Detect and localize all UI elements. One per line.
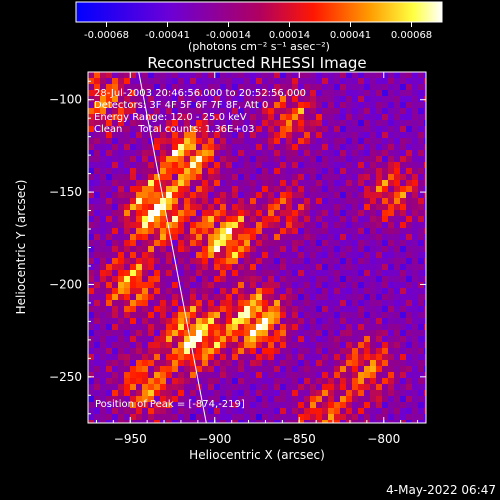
colorbar-ticks: -0.00068 -0.00041 -0.00014 0.00014 0.00041 0.…	[84, 22, 432, 41]
y-axis-label: Heliocentric Y (arcsec)	[14, 180, 28, 315]
annotation-time-range: 28-Jul-2003 20:46:56.000 to 20:52:56.000	[94, 88, 306, 99]
colorbar-unit-label: (photons cm⁻² s⁻¹ asec⁻²)	[188, 40, 330, 53]
colorbar-tick-label: 0.00068	[391, 30, 432, 41]
annotation-detectors: Detectors: 3F 4F 5F 6F 7F 8F, Att 0	[94, 100, 268, 111]
x-axis-label: Heliocentric X (arcsec)	[189, 448, 325, 462]
annotation-total-counts: Clean Total counts: 1.36E+03	[94, 124, 254, 135]
annotation-energy-range: Energy Range: 12.0 - 25.0 keV	[94, 112, 247, 123]
x-tick-label: −900	[198, 432, 231, 446]
y-tick-label: −150	[49, 185, 82, 199]
chart-title: Reconstructed RHESSI Image	[147, 54, 366, 72]
plot-area	[88, 72, 426, 423]
colorbar-tick-label: -0.00041	[145, 30, 190, 41]
y-tick-label: −200	[49, 277, 82, 291]
footer-timestamp: 4-May-2022 06:47	[386, 483, 496, 497]
annotation-peak-position: Position of Peak = [-874,-219]	[95, 399, 245, 410]
solar-limb-line	[138, 72, 207, 423]
colorbar: -0.00068 -0.00041 -0.00014 0.00014 0.00041 0.…	[75, 1, 443, 53]
y-tick-label: −250	[49, 370, 82, 384]
colorbar-tick-label: 0.00041	[330, 30, 371, 41]
colorbar-tick-label: 0.00014	[269, 30, 310, 41]
y-tick-label: −100	[49, 93, 82, 107]
heatmap-image	[88, 72, 426, 423]
x-axis: −950 −900 −850 −800	[95, 72, 419, 446]
x-tick-label: −800	[367, 432, 400, 446]
x-tick-label: −950	[114, 432, 147, 446]
x-tick-label: −850	[283, 432, 316, 446]
y-axis: −100 −150 −200 −250	[49, 80, 426, 415]
colorbar-tick-label: -0.00014	[206, 30, 251, 41]
colorbar-gradient	[75, 1, 443, 23]
colorbar-tick-label: -0.00068	[84, 30, 129, 41]
plot-annotations: 28-Jul-2003 20:46:56.000 to 20:52:56.000…	[94, 88, 306, 410]
